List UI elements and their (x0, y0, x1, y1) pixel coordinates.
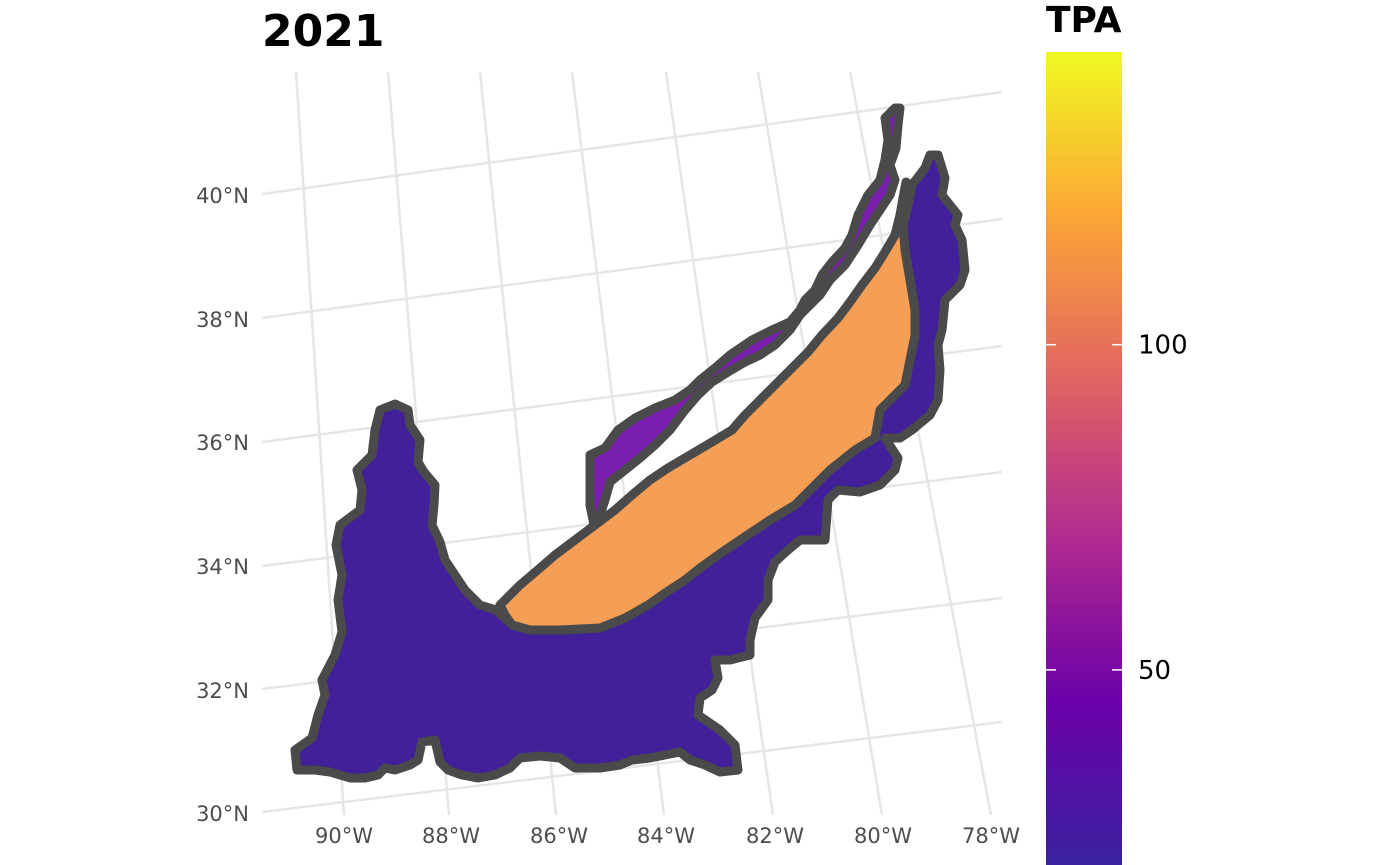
lat-label-38: 38°N (196, 308, 249, 332)
lat-line-30 (261, 720, 1003, 814)
lat-line-40 (261, 90, 1003, 196)
lat-label-34: 34°N (196, 555, 249, 579)
lat-label-40: 40°N (196, 184, 249, 208)
region-northwest-strip[interactable] (585, 103, 905, 530)
lon-label-86: 86°W (530, 824, 588, 848)
legend-tick-label-100: 100 (1138, 331, 1188, 361)
legend-colorbar (1046, 52, 1122, 865)
map-title: 2021 (262, 6, 385, 57)
lat-label-30: 30°N (196, 802, 249, 826)
region-southern[interactable] (290, 150, 970, 783)
legend-tick-label-50: 50 (1138, 656, 1171, 686)
lon-label-90: 90°W (315, 824, 373, 848)
lon-label-88: 88°W (422, 824, 480, 848)
lon-label-82: 82°W (746, 824, 804, 848)
lon-label-80: 80°W (854, 824, 912, 848)
legend-title: TPA (1046, 0, 1122, 41)
lon-label-84: 84°W (637, 824, 695, 848)
lat-label-36: 36°N (196, 431, 249, 455)
lat-line-38 (261, 217, 1003, 320)
lat-label-32: 32°N (196, 679, 249, 703)
region-central-ridge[interactable] (495, 177, 920, 635)
lon-label-78: 78°W (962, 824, 1020, 848)
legend: 50 100 (1046, 52, 1188, 865)
